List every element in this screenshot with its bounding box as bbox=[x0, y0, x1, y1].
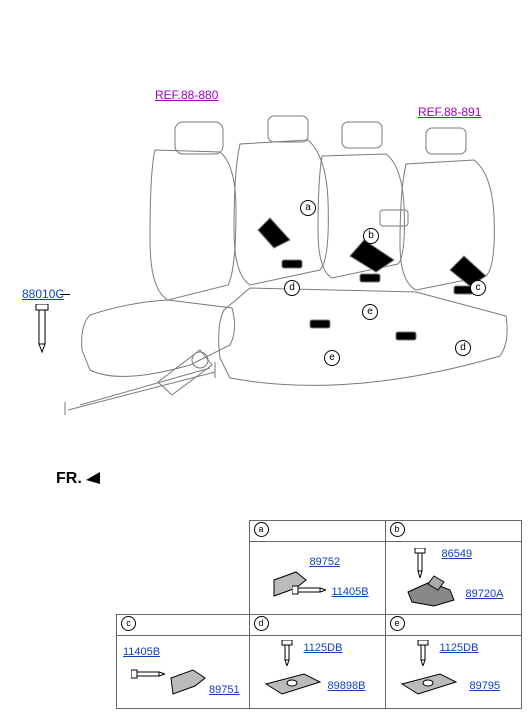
bolt-c-icon bbox=[131, 666, 165, 682]
cell-e: 1125DB 89795 bbox=[385, 636, 521, 709]
part-89720a[interactable]: 89720A bbox=[466, 588, 504, 600]
rear-seat-art bbox=[210, 110, 520, 430]
part-89752[interactable]: 89752 bbox=[310, 556, 341, 568]
bolt-a-icon bbox=[292, 582, 326, 598]
callout-c: c bbox=[470, 280, 486, 296]
part-89751[interactable]: 89751 bbox=[209, 684, 240, 696]
bolt-e-icon bbox=[416, 640, 430, 666]
part-1125db-d[interactable]: 1125DB bbox=[304, 642, 343, 654]
callout-e1: e bbox=[362, 304, 378, 320]
cell-d: 1125DB 89898B bbox=[249, 636, 385, 709]
callout-d1: d bbox=[284, 280, 300, 296]
part-1125db-e[interactable]: 1125DB bbox=[440, 642, 479, 654]
part-88010c[interactable]: 88010C bbox=[22, 287, 64, 301]
part-11405b-a[interactable]: 11405B bbox=[332, 586, 369, 598]
fr-arrow-icon bbox=[86, 472, 100, 486]
part-detail-table: a b bbox=[116, 520, 522, 709]
cell-a: 89752 11405B bbox=[249, 542, 385, 615]
plate-e-icon bbox=[398, 670, 460, 698]
callout-e2: e bbox=[324, 350, 340, 366]
bolt-88010c-icon bbox=[34, 304, 50, 354]
plate-d-icon bbox=[262, 670, 324, 698]
letter-c-icon: c bbox=[121, 616, 136, 631]
cell-c: 11405B 89751 bbox=[117, 636, 250, 709]
part-86549[interactable]: 86549 bbox=[442, 548, 473, 560]
bracket-c-icon bbox=[165, 664, 215, 698]
table-header-a: a bbox=[249, 521, 385, 542]
cell-b: 86549 89720A bbox=[385, 542, 521, 615]
front-direction-indicator: FR. bbox=[56, 470, 100, 488]
table-header-c: c bbox=[117, 615, 250, 636]
diagram-stage: REF.88-880 REF.88-891 bbox=[0, 0, 531, 726]
table-header-d: d bbox=[249, 615, 385, 636]
part-11405b-c[interactable]: 11405B bbox=[123, 646, 160, 658]
holder-b-icon bbox=[404, 574, 464, 608]
ref-front-seat[interactable]: REF.88-880 bbox=[155, 88, 218, 102]
fr-label: FR. bbox=[56, 470, 82, 488]
callout-b: b bbox=[363, 228, 379, 244]
part-89898b[interactable]: 89898B bbox=[328, 680, 366, 692]
callout-a: a bbox=[300, 200, 316, 216]
bolt-d-icon bbox=[280, 640, 294, 666]
letter-b-icon: b bbox=[390, 522, 405, 537]
part-89795[interactable]: 89795 bbox=[470, 680, 501, 692]
letter-e-icon: e bbox=[390, 616, 405, 631]
table-header-e: e bbox=[385, 615, 521, 636]
letter-a-icon: a bbox=[254, 522, 269, 537]
callout-d2: d bbox=[455, 340, 471, 356]
table-header-b: b bbox=[385, 521, 521, 542]
letter-d-icon: d bbox=[254, 616, 269, 631]
